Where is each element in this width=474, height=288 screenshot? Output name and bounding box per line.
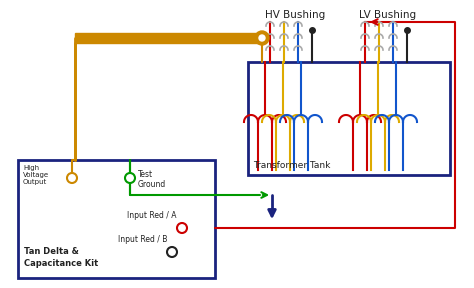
Circle shape [67, 173, 77, 183]
Circle shape [259, 35, 265, 41]
Circle shape [167, 247, 177, 257]
Text: LV Bushing: LV Bushing [359, 10, 417, 20]
Text: Tan Delta &: Tan Delta & [24, 247, 79, 256]
Text: Transformer Tank: Transformer Tank [253, 161, 330, 170]
Text: Capacitance Kit: Capacitance Kit [24, 259, 98, 268]
Bar [18, 160, 215, 278]
Bar [75, 33, 262, 43]
Text: Input Red / B: Input Red / B [118, 235, 167, 244]
Text: High
Voltage
Output: High Voltage Output [23, 165, 49, 185]
Text: HV Bushing: HV Bushing [265, 10, 325, 20]
Text: Input Red / A: Input Red / A [128, 211, 177, 220]
Circle shape [177, 223, 187, 233]
Circle shape [125, 173, 135, 183]
Circle shape [255, 31, 269, 45]
Text: Test
Ground: Test Ground [138, 170, 166, 190]
Bar [248, 62, 450, 175]
